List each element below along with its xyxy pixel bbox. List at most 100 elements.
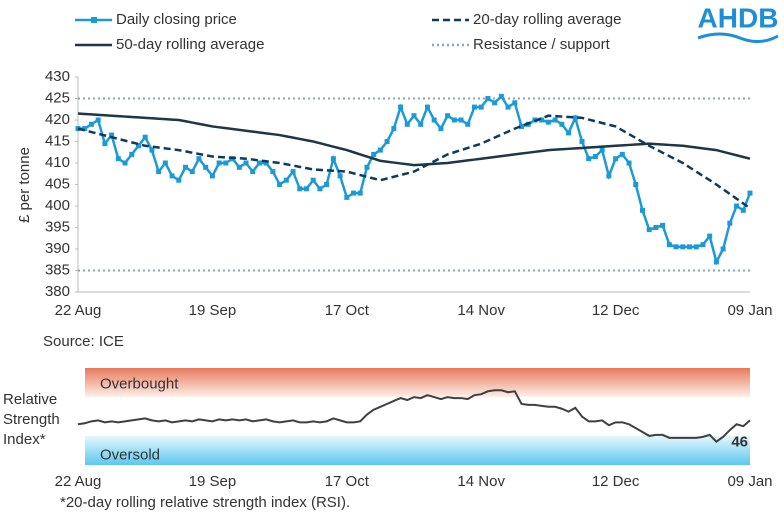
point-marker [626, 160, 632, 166]
point-marker [149, 147, 155, 153]
point-marker [666, 242, 672, 248]
point-marker [505, 104, 511, 110]
point-marker [75, 126, 81, 132]
point-marker [673, 244, 679, 250]
legend-label: Resistance / support [473, 36, 611, 53]
y-tick-label: 405 [45, 175, 70, 192]
x-tick-label: 12 Dec [592, 302, 640, 319]
point-marker [176, 177, 182, 183]
y-tick-label: 410 [45, 154, 70, 171]
point-marker [156, 169, 162, 175]
point-marker [109, 132, 115, 138]
point-marker [592, 154, 598, 160]
source: Source: ICE [43, 333, 124, 350]
point-marker [660, 222, 666, 228]
point-marker [485, 96, 491, 101]
y-tick-label: 390 [45, 240, 70, 257]
point-marker [411, 113, 417, 119]
point-marker [438, 126, 444, 132]
point-marker [189, 169, 195, 175]
point-marker [734, 203, 740, 209]
point-marker [162, 160, 168, 166]
point-marker [209, 173, 215, 179]
point-marker [566, 130, 572, 136]
x-tick-label: 19 Sep [189, 302, 237, 319]
y-axis-label: Relative [3, 391, 57, 408]
point-marker [579, 139, 585, 144]
legend-label: Daily closing price [116, 11, 237, 28]
point-marker [317, 186, 323, 192]
point-marker [82, 126, 88, 132]
y-tick-label: 430 [45, 68, 70, 85]
point-marker [519, 123, 525, 129]
point-marker [102, 141, 108, 147]
point-marker [512, 100, 518, 106]
point-marker [458, 117, 464, 123]
point-marker [539, 117, 545, 123]
point-marker [451, 117, 457, 123]
point-marker [243, 160, 249, 166]
point-marker [95, 117, 101, 123]
point-marker [196, 156, 202, 162]
point-marker [747, 190, 753, 196]
y-tick-label: 380 [45, 283, 70, 300]
point-marker [330, 156, 336, 162]
point-marker [277, 182, 283, 187]
y-tick-label: 420 [45, 111, 70, 128]
point-marker [169, 173, 175, 179]
point-marker [431, 117, 437, 123]
point-marker [740, 207, 746, 213]
point-marker [283, 177, 289, 183]
point-marker [270, 169, 276, 175]
point-marker [398, 104, 404, 110]
x-tick-label: 19 Sep [189, 473, 237, 490]
point-marker [183, 164, 189, 170]
point-marker [424, 104, 430, 110]
series-line [77, 389, 751, 444]
x-tick-label: 09 Jan [727, 302, 772, 319]
point-marker [653, 225, 659, 230]
y-tick-label: 395 [45, 218, 70, 235]
point-marker [465, 121, 471, 127]
point-marker [492, 100, 498, 106]
point-marker [384, 139, 390, 144]
point-marker [263, 160, 269, 166]
point-marker [613, 156, 619, 162]
x-tick-label: 14 Nov [457, 473, 505, 490]
point-marker [445, 113, 451, 119]
point-marker [599, 147, 605, 153]
point-marker [606, 173, 612, 179]
point-marker [707, 233, 713, 239]
point-marker [646, 227, 652, 233]
x-tick-label: 09 Jan [727, 473, 772, 490]
point-marker [297, 186, 303, 192]
zone [85, 368, 750, 398]
point-marker [498, 93, 504, 99]
point-marker [344, 194, 350, 200]
x-tick-label: 22 Aug [55, 473, 102, 490]
point-marker [88, 121, 94, 127]
point-marker [250, 169, 256, 175]
point-marker [223, 160, 229, 166]
point-marker [364, 164, 370, 170]
y-tick-label: 425 [45, 89, 70, 106]
point-marker [377, 147, 383, 153]
point-marker [639, 207, 645, 213]
point-marker [572, 115, 578, 121]
y-tick-label: 415 [45, 132, 70, 149]
point-marker [471, 104, 477, 110]
series-line [77, 114, 751, 210]
x-tick-label: 17 Oct [325, 302, 370, 319]
point-marker [122, 160, 128, 166]
point-marker [135, 143, 141, 149]
point-marker [129, 151, 135, 157]
footnote: *20-day rolling relative strength index … [60, 494, 350, 511]
point-marker [303, 186, 309, 192]
point-marker [142, 134, 148, 140]
point-marker [337, 173, 343, 179]
point-marker [203, 164, 209, 170]
legend-label: 20-day rolling average [473, 11, 621, 28]
point-marker [256, 160, 262, 166]
point-marker [351, 190, 357, 196]
